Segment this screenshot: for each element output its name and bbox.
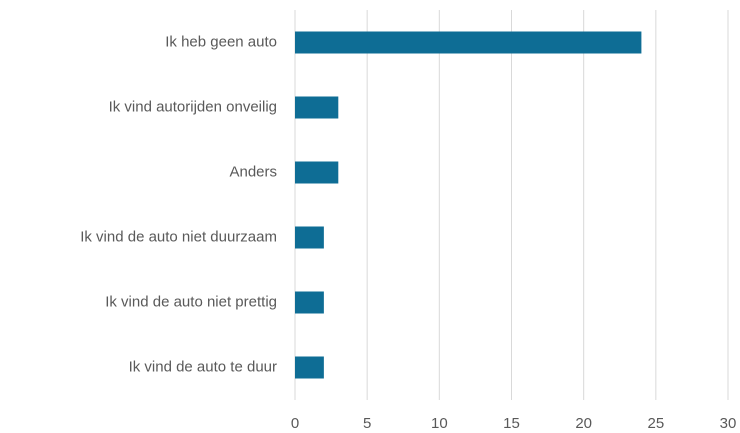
bar [295, 226, 324, 249]
bar [295, 161, 339, 184]
x-tick-label: 15 [503, 415, 520, 432]
x-tick-label: 25 [647, 415, 664, 432]
bar [295, 356, 324, 379]
y-tick-label: Ik heb geen auto [165, 33, 277, 50]
bar [295, 31, 642, 54]
x-tick-label: 0 [291, 415, 299, 432]
x-tick-label: 30 [720, 415, 737, 432]
y-tick-label: Ik vind autorijden onveilig [109, 98, 277, 115]
x-tick-label: 10 [431, 415, 448, 432]
y-tick-label: Anders [229, 163, 277, 180]
y-tick-label: Ik vind de auto te duur [129, 358, 277, 375]
y-tick-label: Ik vind de auto niet duurzaam [80, 228, 277, 245]
x-tick-label: 5 [363, 415, 371, 432]
bar [295, 96, 339, 119]
x-tick-label: 20 [575, 415, 592, 432]
y-tick-label: Ik vind de auto niet prettig [105, 293, 277, 310]
bar [295, 291, 324, 314]
